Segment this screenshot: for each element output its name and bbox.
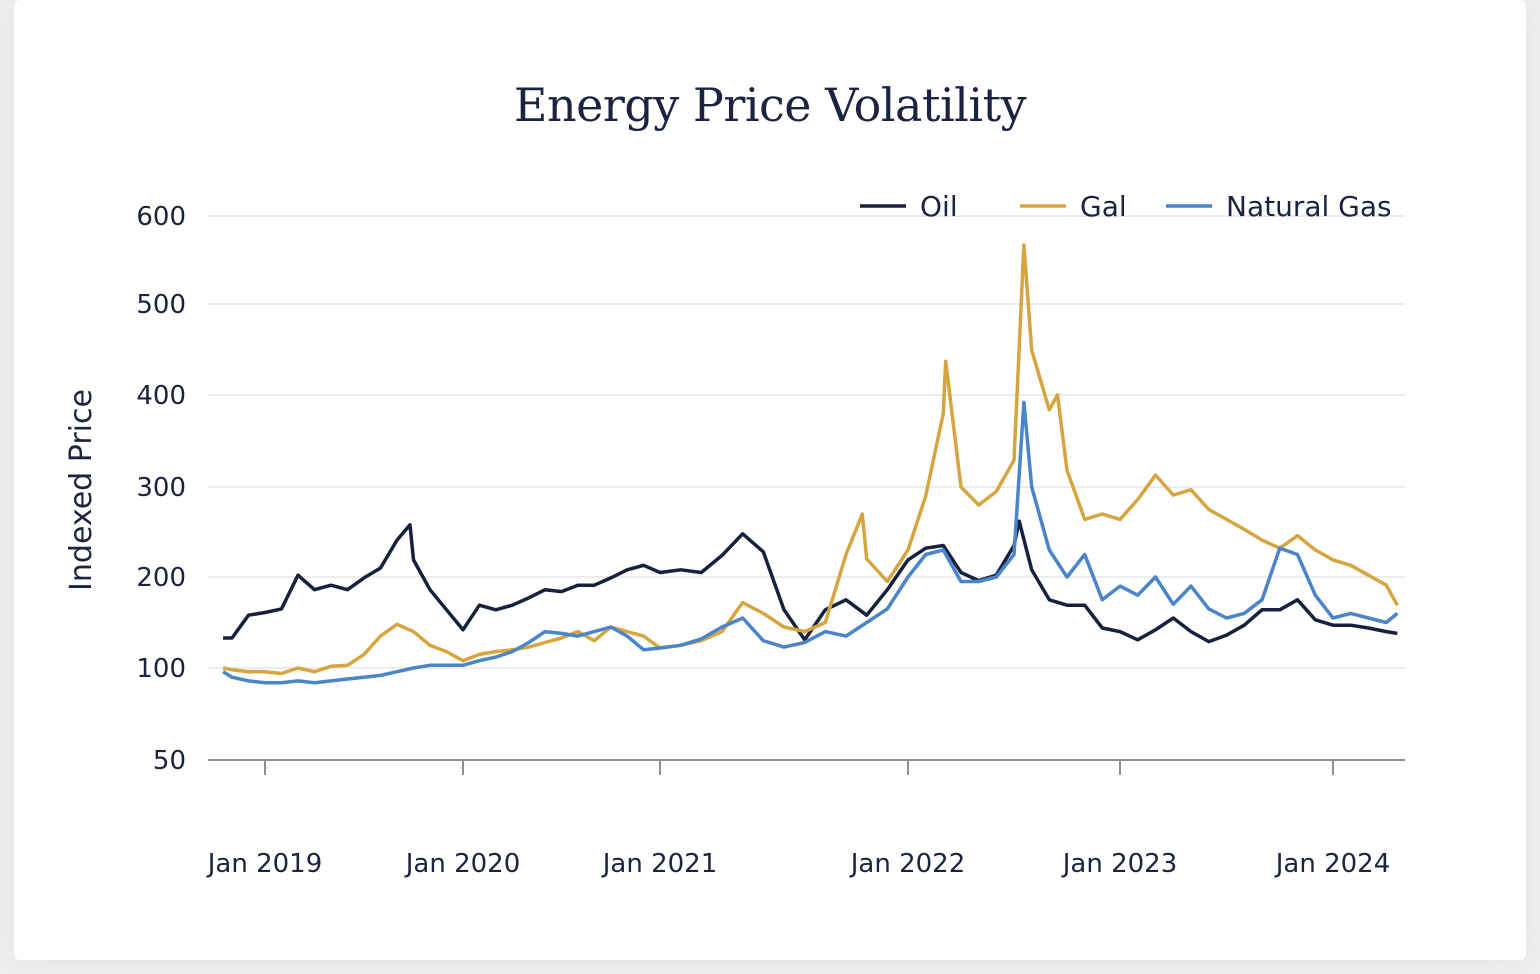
series-line-oil — [223, 519, 1398, 644]
series-lines — [222, 243, 1399, 685]
x-tick-label: Jan 2022 — [849, 849, 966, 879]
chart-card — [14, 0, 1526, 960]
y-tick-label: 500 — [136, 290, 186, 320]
y-tick-label: 300 — [136, 473, 186, 503]
x-tick-label: Jan 2021 — [601, 849, 718, 879]
y-axis-label: Indexed Price — [64, 389, 99, 591]
legend-label: Gal — [1080, 190, 1127, 223]
x-tick-label: Jan 2020 — [404, 849, 521, 879]
x-tick-label: Jan 2019 — [206, 849, 323, 879]
y-tick-label: 200 — [136, 563, 186, 593]
series-line-natural-gas — [222, 400, 1399, 685]
y-tick-label: 400 — [136, 381, 186, 411]
legend: Oil Gal Natural Gas — [860, 190, 1392, 223]
y-tick-label: 50 — [153, 746, 186, 776]
x-tick-label: Jan 2024 — [1274, 849, 1391, 879]
legend-label: Natural Gas — [1226, 190, 1392, 223]
gridlines — [208, 215, 1405, 669]
x-tick-label: Jan 2023 — [1061, 849, 1178, 879]
axes: 50 100 200 300 400 500 600 Jan 2019 Jan 2020 Jan … — [136, 202, 1405, 879]
legend-label: Oil — [920, 190, 958, 223]
y-tick-label: 100 — [136, 654, 186, 684]
y-tick-label: 600 — [136, 202, 186, 232]
chart-title: Energy Price Volatility — [513, 78, 1027, 132]
series-line-gal — [222, 243, 1399, 676]
